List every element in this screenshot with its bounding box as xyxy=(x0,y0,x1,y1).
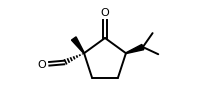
Polygon shape xyxy=(72,38,84,54)
Text: O: O xyxy=(37,59,46,69)
Polygon shape xyxy=(126,45,144,54)
Text: O: O xyxy=(101,8,109,18)
